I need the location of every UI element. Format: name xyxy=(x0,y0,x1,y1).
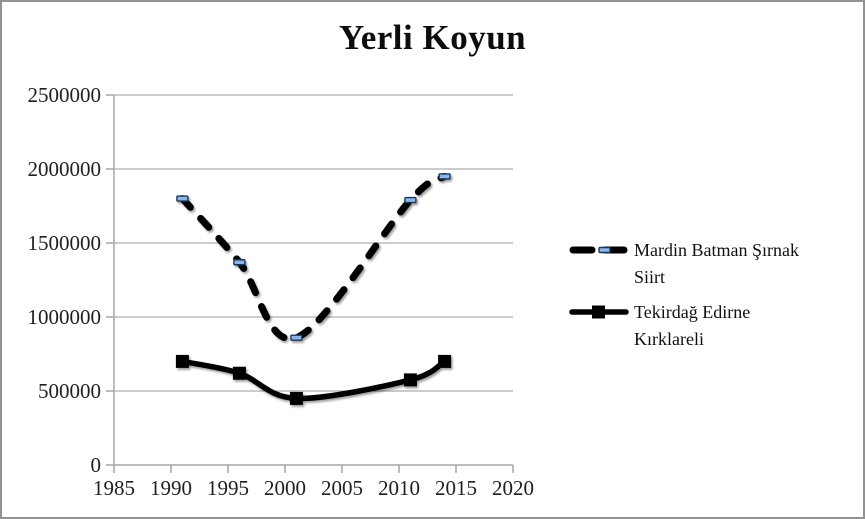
data-point-square-marker xyxy=(175,354,189,368)
legend-item-tekirdag: Tekirdağ Edirne Kırklareli xyxy=(568,299,858,353)
chart-title: Yerli Koyun xyxy=(338,18,527,57)
legend-label-line: Kırklareli xyxy=(634,329,704,349)
legend: Mardin Batman Şırnak Siirt Tekirdağ Edir… xyxy=(568,237,858,361)
data-point-square-marker xyxy=(438,354,452,368)
legend-item-mardin: Mardin Batman Şırnak Siirt xyxy=(568,237,858,291)
x-tick-label: 1990 xyxy=(150,476,192,500)
x-tick-label: 2000 xyxy=(264,476,306,500)
legend-key-dashed-line-icon xyxy=(569,246,628,254)
legend-label-line: Siirt xyxy=(634,267,666,287)
x-tick-label: 1995 xyxy=(207,476,249,500)
legend-label-tekirdag: Tekirdağ Edirne Kırklareli xyxy=(634,299,750,353)
data-point-dash-marker xyxy=(233,259,246,266)
data-point-square-marker xyxy=(289,391,303,405)
x-tick-label: 2015 xyxy=(435,476,477,500)
data-point-dash-marker xyxy=(290,334,303,341)
x-tick-label: 2005 xyxy=(321,476,363,500)
x-tick-label: 2020 xyxy=(492,476,534,500)
x-tick-label: 2010 xyxy=(378,476,420,500)
data-point-square-marker xyxy=(403,373,417,387)
series-tekirdag xyxy=(175,354,452,405)
y-tick-label: 1500000 xyxy=(28,231,102,255)
data-point-square-marker xyxy=(232,366,246,380)
y-tick-label: 2500000 xyxy=(28,83,102,107)
y-tick-label: 500000 xyxy=(38,379,101,403)
data-point-dash-marker xyxy=(438,173,451,180)
data-point-dash-marker xyxy=(404,196,417,204)
legend-label-line: Tekirdağ Edirne xyxy=(634,302,751,322)
legend-key-solid-line-icon xyxy=(569,305,629,319)
y-tick-label: 2000000 xyxy=(28,157,102,181)
legend-label-mardin: Mardin Batman Şırnak Siirt xyxy=(634,237,799,291)
y-tick-label: 0 xyxy=(91,453,102,477)
x-tick-label: 1985 xyxy=(93,476,135,500)
legend-label-line: Mardin Batman Şırnak xyxy=(634,240,799,260)
series-mardin xyxy=(176,172,451,343)
data-point-dash-marker xyxy=(176,195,189,202)
y-tick-label: 1000000 xyxy=(28,305,102,329)
